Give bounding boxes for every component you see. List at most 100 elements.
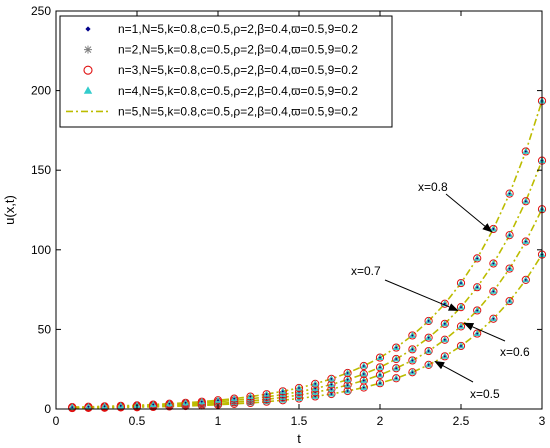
data-point-dot <box>395 346 398 349</box>
data-point-dot <box>508 267 511 270</box>
legend-item-n3: n=3,N=5,k=0.8,c=0.5,ρ=2,β=0.4,ϖ=0.5,9=0.… <box>83 63 358 77</box>
data-point-dot <box>233 397 236 400</box>
data-point-dot <box>314 382 317 385</box>
data-point-dot <box>379 366 381 369</box>
data-point-dot <box>476 286 479 289</box>
data-point-dot <box>427 350 430 352</box>
x-tick-label: 0.5 <box>129 414 146 428</box>
data-point-dot <box>508 234 511 237</box>
annotation-arrow <box>384 279 459 311</box>
annotation-arrow <box>463 322 506 342</box>
tick-layer: 0 0.5 1 1.5 2 2.5 3 0 50 100 150 200 250 <box>31 4 546 428</box>
data-point-dot <box>427 364 430 366</box>
data-point-dot <box>103 405 106 408</box>
series-line <box>72 160 543 409</box>
data-point-dot <box>362 386 365 389</box>
y-tick-label: 150 <box>31 163 51 177</box>
data-point-dot <box>524 240 527 243</box>
annotation-x=0.7: x=0.7 <box>351 264 459 311</box>
series-line <box>72 100 543 408</box>
data-point-dot <box>411 359 414 362</box>
series-x=0.8 <box>68 96 547 412</box>
legend-label: n=5,N=5,k=0.8,c=0.5,ρ=2,β=0.4,ϖ=0.5,9=0.… <box>118 104 358 118</box>
legend-item-n1: n=1,N=5,k=0.8,c=0.5,ρ=2,β=0.4,ϖ=0.5,9=0.… <box>85 22 358 36</box>
annotation-x=0.5: x=0.5 <box>434 360 500 401</box>
annotation-arrow <box>434 360 474 383</box>
data-point-dot <box>200 400 203 403</box>
legend-marker-dot <box>85 26 91 32</box>
data-point-dot <box>524 278 527 281</box>
legend-label: n=4,N=5,k=0.8,c=0.5,ρ=2,β=0.4,ϖ=0.5,9=0.… <box>118 84 358 98</box>
data-point-dot <box>168 402 171 405</box>
data-point-dot <box>379 382 381 385</box>
legend-marker-circle <box>83 65 93 75</box>
annotation-x=0.8: x=0.8 <box>418 180 493 233</box>
annotation-arrow <box>445 193 493 233</box>
y-tick-label: 200 <box>31 84 51 98</box>
data-point-dot <box>330 388 333 390</box>
y-tick-label: 100 <box>31 243 51 257</box>
y-tick-label: 250 <box>31 4 51 18</box>
annotation-label: x=0.5 <box>470 387 500 401</box>
annotation-layer: x=0.8 x=0.7 x=0.6 x=0.5 <box>351 180 530 401</box>
data-point-dot <box>184 401 187 404</box>
data-point-dot <box>508 300 511 302</box>
x-tick-label: 2 <box>377 414 384 428</box>
data-point-dot <box>524 200 527 203</box>
data-point-dot <box>476 332 479 335</box>
data-point-dot <box>346 378 349 381</box>
data-point-dot <box>314 387 317 390</box>
legend-item-n2: n=2,N=5,k=0.8,c=0.5,ρ=2,β=0.4,ϖ=0.5,9=0.… <box>84 43 358 57</box>
data-point-dot <box>395 377 398 380</box>
data-point-dot <box>427 320 430 322</box>
data-point-dot <box>492 262 495 265</box>
data-point-dot <box>476 257 479 260</box>
data-point-dot <box>362 373 365 375</box>
data-point-dot <box>362 365 365 367</box>
y-axis-label: u(x,t) <box>2 195 17 225</box>
data-point-dot <box>460 345 462 347</box>
x-tick-label: 1 <box>215 414 222 428</box>
data-point-dot <box>217 399 219 402</box>
legend-item-n5: n=5,N=5,k=0.8,c=0.5,ρ=2,β=0.4,ϖ=0.5,9=0.… <box>66 104 358 118</box>
data-point-dot <box>395 367 398 370</box>
data-point-dot <box>362 379 365 382</box>
data-point-dot <box>330 393 333 395</box>
legend-marker-triangle <box>83 86 93 94</box>
y-tick-label: 0 <box>44 402 51 416</box>
data-point-dot <box>476 309 479 312</box>
data-point-dot <box>460 325 462 328</box>
x-tick-label: 3 <box>539 414 546 428</box>
data-point-dot <box>411 334 414 337</box>
data-point-dot <box>411 371 414 374</box>
x-tick-label: 0 <box>53 414 60 428</box>
legend-label: n=2,N=5,k=0.8,c=0.5,ρ=2,β=0.4,ϖ=0.5,9=0.… <box>118 43 358 57</box>
data-point-dot <box>492 317 495 320</box>
x-tick-label: 1.5 <box>291 414 308 428</box>
data-point-dot <box>492 228 495 230</box>
data-point-dot <box>346 384 349 387</box>
data-point-dot <box>379 356 381 359</box>
data-point-dot <box>395 358 398 360</box>
x-tick-label: 2.5 <box>453 414 470 428</box>
series-layer <box>68 96 547 413</box>
data-point-dot <box>298 387 300 389</box>
data-point-dot <box>87 405 90 408</box>
legend-label: n=1,N=5,k=0.8,c=0.5,ρ=2,β=0.4,ϖ=0.5,9=0.… <box>118 22 358 36</box>
data-point-dot <box>460 282 462 284</box>
x-axis-label: t <box>297 431 301 446</box>
annotation-label: x=0.8 <box>418 180 448 194</box>
legend-box <box>59 15 393 128</box>
data-point-dot <box>71 406 74 408</box>
data-point-dot <box>443 322 446 325</box>
data-point-dot <box>379 374 381 376</box>
data-point-dot <box>281 390 284 393</box>
data-point-dot <box>346 390 349 392</box>
data-point-dot <box>443 355 446 358</box>
annotation-x=0.6: x=0.6 <box>463 322 530 359</box>
annotation-label: x=0.6 <box>500 345 530 359</box>
data-point-dot <box>411 348 414 351</box>
legend: n=1,N=5,k=0.8,c=0.5,ρ=2,β=0.4,ϖ=0.5,9=0.… <box>59 15 393 128</box>
data-point-dot <box>119 404 122 407</box>
